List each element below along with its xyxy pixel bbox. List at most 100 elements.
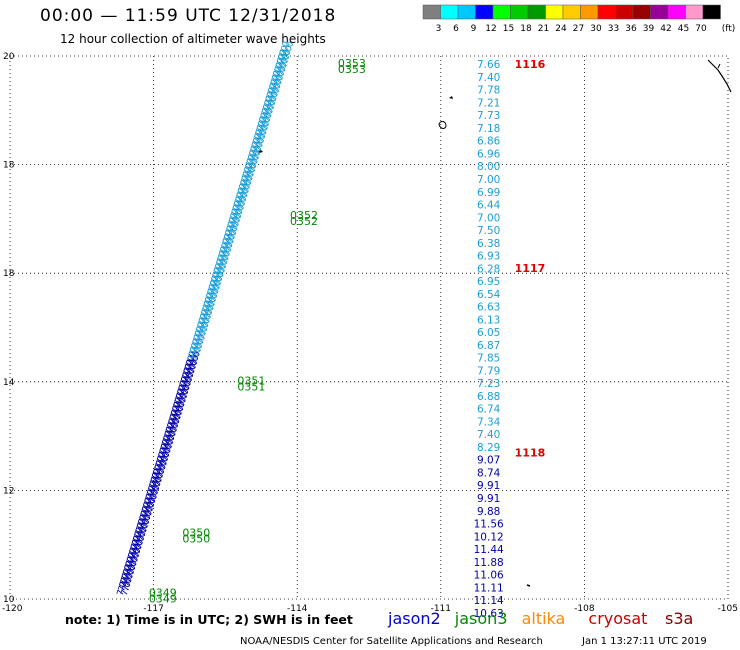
swh-track-mark: 7.0 [147,476,161,493]
swh-track-mark: 7.0 [279,53,293,70]
swh-track-mark: 7.0 [271,78,285,95]
swh-track-mark: 7.0 [207,279,221,296]
footnote: note: 1) Time is in UTC; 2) SWH is in fe… [65,612,353,627]
swh-track-mark: 7.0 [183,358,197,375]
swh-track-mark: 7.0 [131,530,145,547]
swh-track-mark: 7.0 [197,325,211,342]
swh-value-label: 6.95 [477,276,500,288]
swh-track-mark: 7.0 [193,337,207,354]
chart-title: 00:00 — 11:59 UTC 12/31/2018 [40,6,337,26]
scale-swatch [422,4,441,20]
swh-value-label: 8.29 [477,442,500,454]
scale-tick-label: 27 [573,24,584,34]
swh-track-mark: 7.0 [198,308,212,325]
swh-track-mark: 7.0 [145,484,159,501]
swh-value-label: 9.88 [477,506,500,518]
swh-track-mark: 7.0 [191,329,205,346]
swh-track-mark: 7.0 [274,69,288,86]
swh-track-mark: 7.0 [173,404,187,421]
y-tick-label: 12 [3,486,14,496]
swh-track-mark: 7.0 [268,74,282,91]
swh-track-mark: 7.0 [272,74,286,91]
swh-track-mark: 7.0 [206,295,220,312]
swh-track-mark: 7.0 [232,208,246,225]
swh-track-mark: 7.0 [164,434,178,451]
swh-track-mark: 7.0 [148,488,162,505]
swh-track-mark: 7.0 [193,325,207,342]
swh-track-mark: 7.0 [189,350,203,367]
swh-track-mark: 7.0 [269,86,283,103]
scale-tick-label: 36 [625,24,637,34]
swh-track-mark: 7.0 [116,580,130,597]
scale-tick-label: 3 [436,24,442,34]
swh-track-mark: 7.0 [160,434,174,451]
swh-track-mark: 7.0 [126,559,140,576]
swh-value-label: 6.44 [477,200,501,212]
swh-track-mark: 7.0 [199,304,213,321]
scale-tick-label: 24 [555,24,567,34]
swh-track-mark: 7.0 [201,312,215,329]
swh-value-label: 7.73 [477,110,500,122]
swh-track-mark: 7.0 [280,48,294,65]
swh-track-mark: 7.0 [192,342,206,359]
coastline-segment [707,59,732,93]
scale-swatch [457,4,476,20]
swh-track-mark: 7.0 [149,484,163,501]
swh-track-mark: 7.0 [221,245,235,262]
swh-track-mark: 7.0 [173,392,187,409]
swh-track-mark: 7.0 [139,517,153,534]
swh-track-mark: 7.0 [120,568,134,585]
swh-track-mark: 7.0 [151,463,165,480]
generated-timestamp: Jan 1 13:27:11 UTC 2019 [581,636,707,647]
swh-track-mark: 7.0 [204,287,218,304]
swh-value-label: 9.91 [477,493,500,505]
swh-track-mark: 7.0 [132,526,146,543]
swh-track-mark: 7.0 [121,576,135,593]
swh-track-mark: 7.0 [209,270,223,287]
swh-track-mark: 7.0 [208,275,222,292]
swh-track-mark: 7.0 [250,149,264,166]
swh-value-label: 11.44 [474,544,504,556]
swh-track-mark: 7.0 [239,170,253,187]
swh-track-mark: 7.0 [161,442,175,459]
swh-track-mark: 7.0 [180,379,194,396]
satellite-name: jason2 [387,609,441,628]
swh-track-mark: 7.0 [272,61,286,78]
swh-value-label: 10.12 [474,531,504,543]
color-scale-legend: 3 6 9 12 15 18 21 24 27 30 33 36 39 42 45 70 (ft) [422,4,736,34]
swh-track-mark: 7.0 [202,295,216,312]
swh-track-mark: 7.0 [237,178,251,195]
x-tick-label: -120 [2,604,23,614]
swh-track-mark: 7.0 [231,212,245,229]
scale-tick-label: (ft) [722,24,736,34]
swh-value-label: 11.11 [474,582,504,594]
swh-track-mark: 7.0 [121,564,135,581]
swh-track-mark: 7.0 [262,107,276,124]
swh-track-mark: 7.0 [177,392,191,409]
swh-track-mark: 7.0 [184,354,198,371]
swh-value-label: 11.56 [474,519,504,531]
scale-swatch [650,4,669,20]
swh-value-label: 7.21 [477,97,500,109]
scale-swatch [440,4,459,20]
pass-time-label-shadow: 0349 [149,592,177,605]
swh-value-label: 6.87 [477,340,500,352]
scale-swatch [510,4,529,20]
swh-track-mark: 7.0 [204,300,218,317]
swh-track-mark: 7.0 [240,182,254,199]
swh-track-mark: 7.0 [217,245,231,262]
swh-track-mark: 7.0 [212,275,226,292]
swh-value-label: 7.50 [477,225,500,237]
credit-line: NOAA/NESDIS Center for Satellite Applica… [240,636,543,647]
swh-value-label: 7.79 [477,365,500,377]
swh-track-mark: 7.0 [203,304,217,321]
swh-track-mark: 7.0 [140,501,154,518]
island-shape [526,584,531,587]
swh-track-mark: 7.0 [125,551,139,568]
scale-tick-label: 33 [608,24,619,34]
scale-tick-label: 6 [453,24,459,34]
y-tick-label: 18 [3,269,15,279]
swh-track-mark: 7.0 [184,367,198,384]
swh-value-label: 6.74 [477,404,501,416]
y-tick-label: 20 [3,52,15,62]
